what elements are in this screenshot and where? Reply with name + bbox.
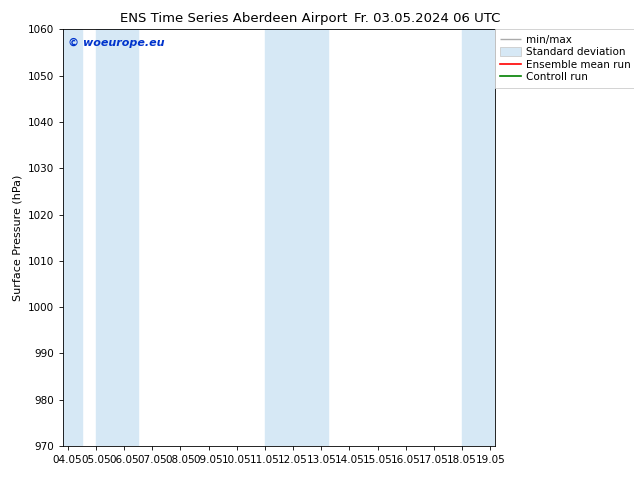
Text: © woeurope.eu: © woeurope.eu — [68, 38, 164, 48]
Text: Fr. 03.05.2024 06 UTC: Fr. 03.05.2024 06 UTC — [354, 12, 500, 25]
Bar — [96, 29, 138, 446]
Y-axis label: Surface Pressure (hPa): Surface Pressure (hPa) — [13, 174, 23, 301]
Bar — [462, 29, 495, 446]
Legend: min/max, Standard deviation, Ensemble mean run, Controll run: min/max, Standard deviation, Ensemble me… — [495, 29, 634, 88]
Text: ENS Time Series Aberdeen Airport: ENS Time Series Aberdeen Airport — [120, 12, 347, 25]
Bar — [63, 29, 82, 446]
Bar — [265, 29, 328, 446]
